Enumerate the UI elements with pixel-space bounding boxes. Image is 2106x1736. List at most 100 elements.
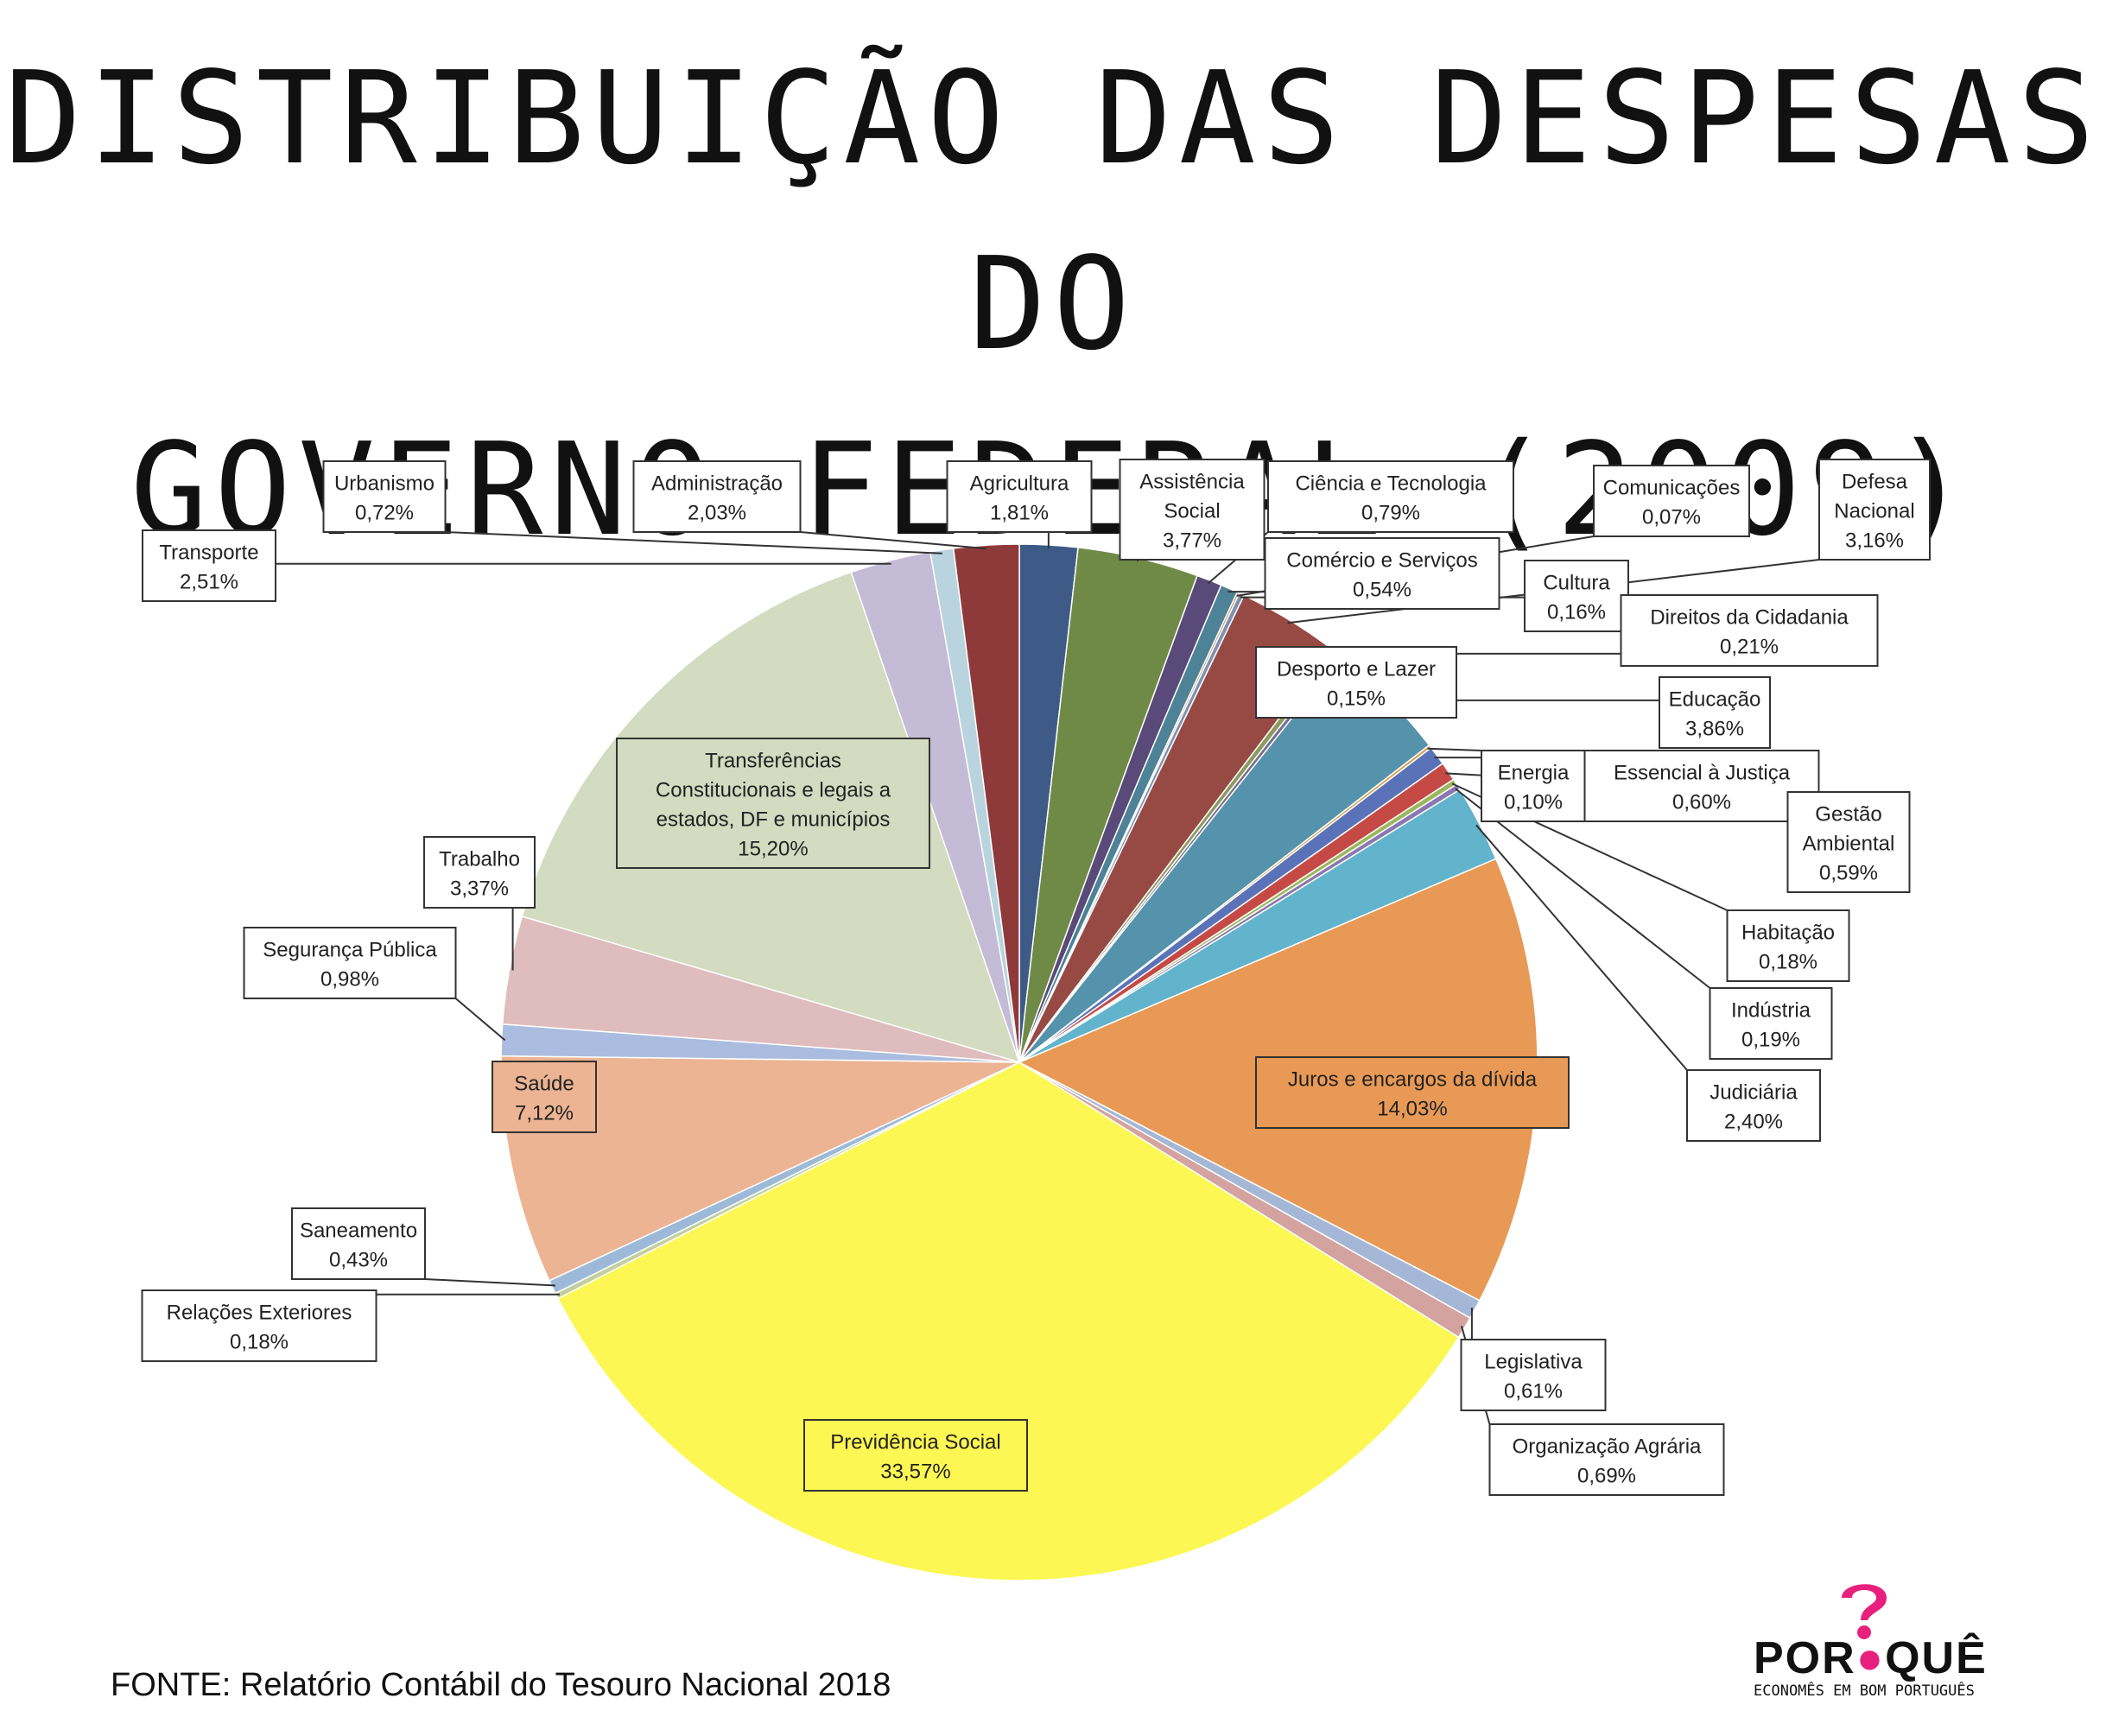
logo-name-right: QUÊ xyxy=(1885,1633,1988,1683)
slice-value-label: 3,77% xyxy=(1163,529,1221,553)
slice-category-label: Habitação xyxy=(1741,922,1835,945)
slice-category-label: Ambiental xyxy=(1803,833,1895,856)
leader-line xyxy=(1475,824,1688,1071)
label-box xyxy=(423,836,536,909)
slice-value-label: 2,03% xyxy=(688,502,746,525)
slice-category-label: Relações Exteriores xyxy=(167,1302,352,1325)
label-box xyxy=(632,460,802,533)
slice-label: Assistência Social 3,77% xyxy=(1119,459,1266,561)
leader-line xyxy=(1427,747,1482,751)
label-box xyxy=(616,738,930,869)
logo-tagline: ECONOMÊS EM BOM PORTUGUÊS xyxy=(1754,1682,1975,1700)
leader-line xyxy=(800,531,987,550)
label-box xyxy=(1593,465,1750,537)
label-box xyxy=(1583,750,1820,822)
slice-value-label: 0,60% xyxy=(1672,791,1731,814)
slice-value-label: 0,15% xyxy=(1327,687,1386,711)
slice-category-label: Saneamento xyxy=(300,1220,417,1243)
slice-category-label: Gestão xyxy=(1815,803,1881,827)
slice-label: Agricultura 1,81% xyxy=(946,460,1093,533)
label-box xyxy=(1255,1056,1570,1129)
slice-category-label: Urbanismo xyxy=(334,472,435,496)
slice-category-label: Administração xyxy=(651,472,783,496)
slice-label: Juros e encargos da dívida 14,03% xyxy=(1255,1056,1570,1129)
label-box xyxy=(1620,594,1879,667)
label-box xyxy=(1726,909,1850,982)
pie-slice xyxy=(556,1061,1460,1581)
slice-category-label: Indústria xyxy=(1731,999,1811,1023)
slice-value-label: 2,51% xyxy=(180,571,238,594)
slice-label: Ciência e Tecnologia 0,79% xyxy=(1267,460,1514,533)
label-box xyxy=(1255,646,1457,719)
slice-category-label: Agricultura xyxy=(970,472,1069,496)
slice-value-label: 0,10% xyxy=(1504,791,1563,814)
slice-value-label: 0,21% xyxy=(1720,636,1779,659)
label-box xyxy=(1659,676,1771,749)
slice-label: Desporto e Lazer 0,15% xyxy=(1255,646,1457,719)
label-box xyxy=(142,529,276,602)
slice-value-label: 3,37% xyxy=(450,878,509,901)
label-box xyxy=(1709,987,1833,1060)
label-box xyxy=(492,1061,597,1133)
slice-category-label: Educação xyxy=(1669,688,1761,712)
slice-category-label: Nacional xyxy=(1834,500,1914,523)
slice-value-label: 0,54% xyxy=(1353,579,1411,602)
label-box xyxy=(1524,560,1629,632)
slice-value-label: 0,59% xyxy=(1819,862,1878,885)
slice-value-label: 33,57% xyxy=(880,1460,950,1484)
leader-line xyxy=(454,998,506,1042)
label-box xyxy=(1119,459,1266,561)
slice-value-label: 0,18% xyxy=(1759,951,1817,974)
slice-label: Urbanismo 0,72% xyxy=(322,460,447,533)
label-box xyxy=(803,1419,1028,1492)
slice-value-label: 0,07% xyxy=(1642,506,1701,529)
slice-category-label: Organização Agrária xyxy=(1513,1435,1702,1459)
pie-slice xyxy=(952,543,1020,1063)
slice-label: Previdência Social 33,57% xyxy=(803,1419,1028,1492)
label-box xyxy=(1686,1069,1821,1142)
slice-category-label: Transferências xyxy=(705,750,841,773)
leader-line xyxy=(424,1278,556,1287)
slice-value-label: 3,86% xyxy=(1685,718,1744,741)
slice-value-label: 0,98% xyxy=(320,968,379,992)
slice-value-label: 0,72% xyxy=(355,502,414,525)
slice-category-label: Desporto e Lazer xyxy=(1277,658,1436,681)
label-box xyxy=(141,1289,377,1362)
slice-label: Transferências Constitucionais e legais a… xyxy=(616,738,930,869)
label-box xyxy=(1460,1339,1607,1411)
slice-value-label: 15,20% xyxy=(738,838,808,861)
slice-category-label: Judiciária xyxy=(1710,1081,1798,1105)
slice-category-label: estados, DF e municípios xyxy=(657,808,891,832)
slice-label: Gestão Ambiental 0,59% xyxy=(1786,791,1911,893)
slice-category-label: Social xyxy=(1164,500,1220,523)
slice-label: Essencial à Justiça 0,60% xyxy=(1583,750,1820,822)
slice-label: Saúde 7,12% xyxy=(492,1061,597,1133)
slice-value-label: 2,40% xyxy=(1724,1111,1783,1134)
source-note: FONTE: Relatório Contábil do Tesouro Nac… xyxy=(111,1667,891,1703)
labels-layer: Agricultura 1,81% Assistência Social 3,77% Ci… xyxy=(141,459,1931,1496)
label-box xyxy=(1481,750,1586,822)
slice-value-label: 0,61% xyxy=(1504,1380,1563,1403)
slice-label: Judiciária 2,40% xyxy=(1686,1069,1821,1142)
porque-logo: POR●QUÊ ECONOMÊS EM BOM PORTUGUÊS xyxy=(1754,1572,2013,1701)
slice-label: Transporte 2,51% xyxy=(142,529,276,602)
label-box xyxy=(1786,791,1911,893)
slice-category-label: Defesa xyxy=(1842,471,1908,494)
slice-value-label: 0,79% xyxy=(1361,502,1420,525)
slice-category-label: Legislativa xyxy=(1484,1351,1583,1374)
label-box xyxy=(946,460,1093,533)
slice-label: Relações Exteriores 0,18% xyxy=(141,1289,377,1362)
slice-category-label: Saúde xyxy=(514,1073,574,1096)
slice-value-label: 0,19% xyxy=(1741,1029,1800,1052)
slice-label: Energia 0,10% xyxy=(1481,750,1586,822)
logo-dot: ● xyxy=(1855,1633,1886,1683)
slice-category-label: Cultura xyxy=(1543,572,1610,595)
slice-value-label: 3,16% xyxy=(1845,529,1904,553)
label-box xyxy=(1818,459,1931,561)
slice-category-label: Energia xyxy=(1498,762,1570,785)
slice-category-label: Comunicações xyxy=(1603,477,1741,500)
slice-value-label: 0,16% xyxy=(1547,601,1606,624)
slice-label: Saneamento 0,43% xyxy=(291,1207,426,1280)
label-box xyxy=(243,927,457,999)
